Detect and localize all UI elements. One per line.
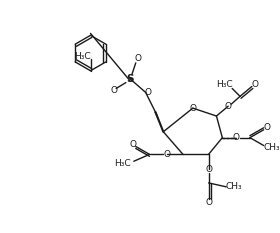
Text: O: O	[111, 86, 118, 95]
Text: O: O	[144, 88, 151, 97]
Text: O: O	[129, 140, 136, 149]
Text: O: O	[189, 104, 196, 113]
Text: O: O	[205, 165, 212, 174]
Polygon shape	[155, 112, 163, 132]
Text: O: O	[134, 55, 141, 63]
Text: O: O	[263, 123, 270, 132]
Text: O: O	[251, 80, 258, 89]
Text: O: O	[225, 102, 232, 111]
Text: H₃C: H₃C	[74, 52, 91, 62]
Text: H₃C: H₃C	[114, 159, 130, 168]
Text: CH₃: CH₃	[263, 143, 280, 152]
Text: O: O	[205, 198, 212, 207]
Text: S: S	[126, 74, 134, 84]
Text: CH₃: CH₃	[226, 182, 242, 191]
Text: H₃C: H₃C	[216, 80, 233, 89]
Text: O: O	[164, 150, 171, 159]
Text: O: O	[233, 133, 240, 142]
